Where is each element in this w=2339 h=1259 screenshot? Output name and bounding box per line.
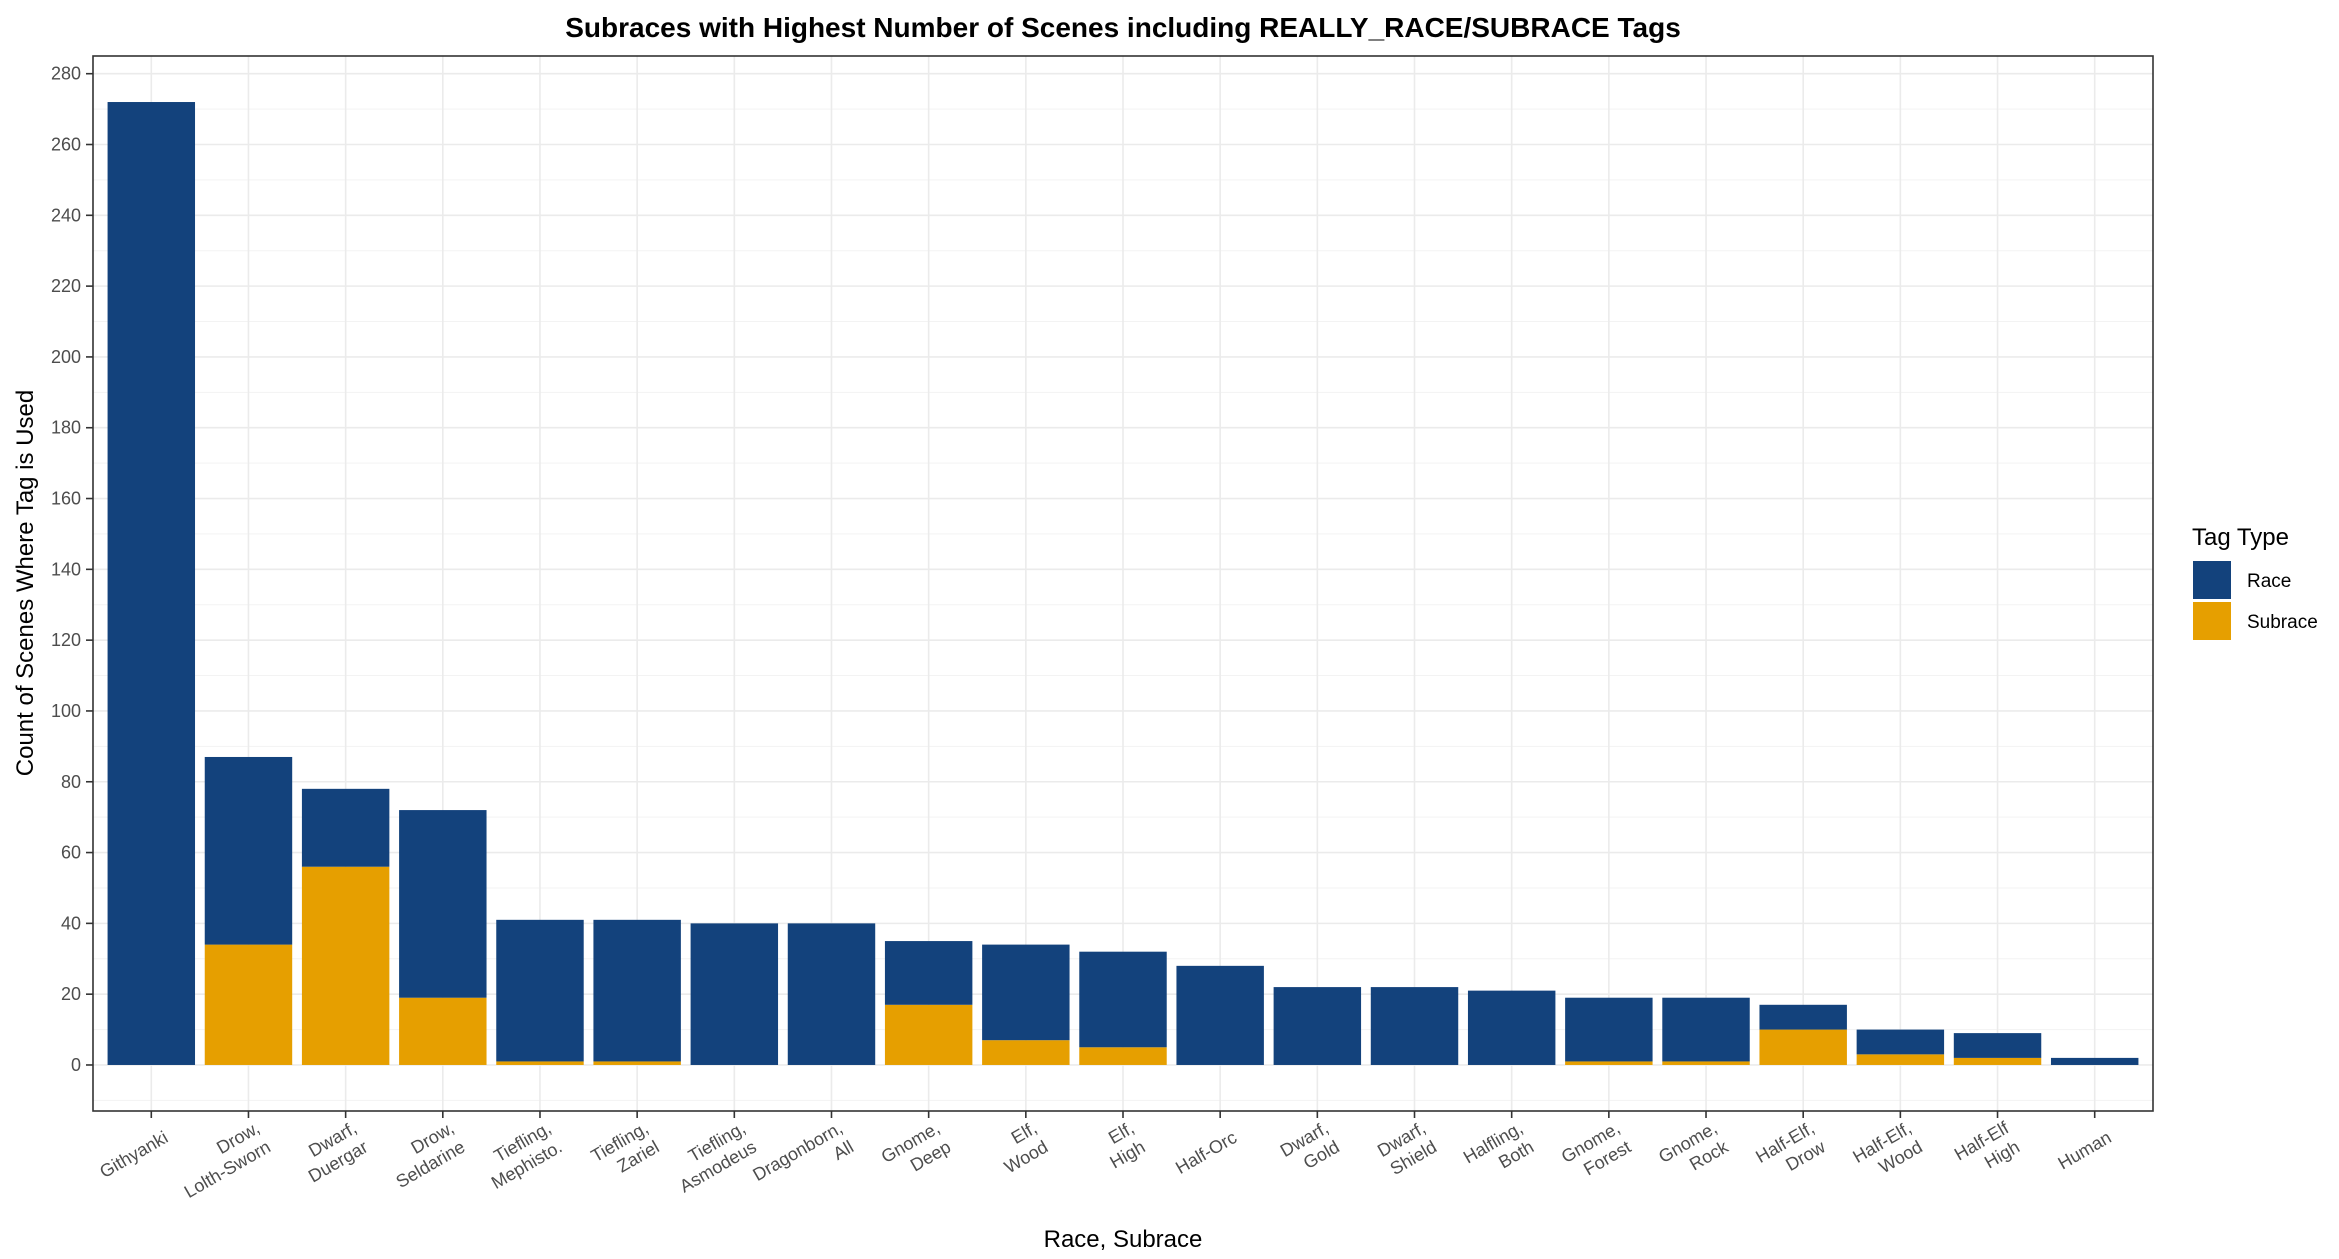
- bar-race: [1856, 1029, 1945, 1055]
- y-tick-label: 220: [51, 276, 81, 296]
- bar-race: [593, 919, 681, 1062]
- bar-subrace: [1079, 1047, 1167, 1065]
- y-tick-label: 100: [51, 701, 81, 721]
- legend-label-race: Race: [2247, 571, 2291, 592]
- bar-race: [2050, 1057, 2139, 1065]
- bar-subrace: [301, 866, 390, 1065]
- bar-race: [1273, 987, 1362, 1065]
- y-tick-label: 120: [51, 630, 81, 650]
- bar-race: [1759, 1004, 1847, 1030]
- y-axis-title: Count of Scenes Where Tag is Used: [12, 390, 39, 776]
- bar-subrace: [1759, 1029, 1847, 1065]
- y-tick-label: 180: [51, 418, 81, 438]
- bar-subrace: [204, 944, 293, 1065]
- plot-area: [92, 55, 2154, 1112]
- bar-race: [1662, 997, 1750, 1062]
- bar-race: [1176, 965, 1264, 1065]
- legend-swatch-race: [2193, 561, 2231, 599]
- bar-race: [1467, 990, 1556, 1065]
- y-tick-label: 200: [51, 347, 81, 367]
- bar-subrace: [593, 1061, 681, 1065]
- legend: Tag Type Race Subrace: [2192, 524, 2318, 640]
- y-tick-label: 0: [71, 1055, 81, 1075]
- bar-race: [399, 810, 487, 998]
- bar-subrace: [496, 1061, 584, 1065]
- bar-subrace: [884, 1004, 973, 1065]
- legend-title: Tag Type: [2192, 524, 2289, 551]
- bar-subrace: [1953, 1057, 2042, 1065]
- y-tick-label: 260: [51, 135, 81, 155]
- bar-race: [107, 102, 196, 1065]
- bar-race: [496, 919, 584, 1062]
- y-tick-label: 240: [51, 205, 81, 225]
- legend-label-subrace: Subrace: [2247, 612, 2318, 633]
- y-tick-label: 20: [61, 984, 81, 1004]
- y-tick-label: 80: [61, 772, 81, 792]
- legend-swatch-subrace: [2193, 602, 2231, 640]
- y-tick-label: 160: [51, 489, 81, 509]
- bar-race: [690, 923, 779, 1065]
- bar-subrace: [1662, 1061, 1750, 1065]
- y-tick-label: 140: [51, 559, 81, 579]
- bar-race: [884, 941, 973, 1005]
- bar-race: [1370, 987, 1459, 1065]
- y-axis: 0 20 40 60 80 100 120 140 160 180 200 220 240 260 280: [51, 64, 93, 1075]
- bar-race: [204, 756, 293, 945]
- bar-race: [982, 944, 1070, 1041]
- bar-subrace: [982, 1040, 1070, 1065]
- bar-race: [1953, 1033, 2042, 1058]
- y-tick-label: 280: [51, 64, 81, 84]
- y-tick-label: 60: [61, 843, 81, 863]
- bar-race: [787, 923, 876, 1065]
- bar-subrace: [399, 997, 487, 1065]
- y-tick-label: 40: [61, 913, 81, 933]
- bar-subrace: [1565, 1061, 1653, 1065]
- bar-race: [1565, 997, 1653, 1062]
- bar-race: [1079, 951, 1167, 1048]
- bar-race: [301, 788, 390, 867]
- x-axis-title: Race, Subrace: [1044, 1226, 1203, 1253]
- chart-title: Subraces with Highest Number of Scenes i…: [565, 12, 1681, 43]
- bar-subrace: [1856, 1054, 1945, 1065]
- bars: [107, 102, 2139, 1065]
